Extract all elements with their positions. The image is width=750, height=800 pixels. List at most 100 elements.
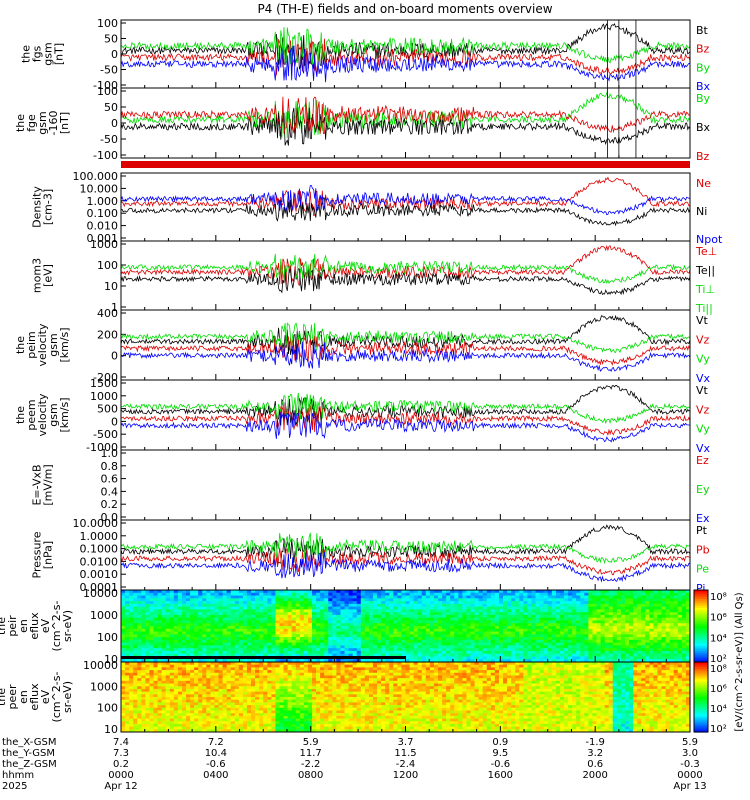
ylabel-line: en bbox=[17, 690, 30, 704]
panel-frame bbox=[120, 379, 691, 451]
series-blue bbox=[121, 185, 690, 216]
ytick-label: -1000 bbox=[86, 441, 118, 454]
ylabel-line: gsm bbox=[47, 403, 60, 426]
ytick-label: 1000 bbox=[90, 609, 118, 622]
ytick-label: 10000 bbox=[83, 659, 118, 672]
legend-ey: Ey bbox=[696, 483, 710, 496]
series-green bbox=[121, 392, 690, 425]
ytick-label: -50 bbox=[100, 64, 118, 77]
panel-frame bbox=[120, 519, 691, 591]
colorbar-cell bbox=[694, 730, 708, 733]
ytick-label: 0.2 bbox=[101, 498, 119, 511]
legend-bz: Bz bbox=[696, 43, 710, 56]
axis-row-value: 7.4 bbox=[113, 737, 129, 748]
colorbar-cell bbox=[694, 606, 708, 609]
colorbar-cell bbox=[694, 663, 708, 667]
ytick-label: 1000 bbox=[90, 390, 118, 403]
series-red bbox=[121, 547, 690, 576]
ylabel-line: peir bbox=[6, 615, 19, 637]
ytick-label: 100 bbox=[97, 17, 118, 30]
ylabel-line: the bbox=[14, 114, 27, 132]
ytick-label: 50 bbox=[104, 101, 118, 114]
legend-vy: Vy bbox=[696, 423, 710, 436]
panel-2-plot bbox=[121, 88, 690, 158]
colorbar-cell bbox=[694, 691, 708, 695]
ylabel-line: gsm bbox=[47, 333, 60, 356]
time-tick: 0000 bbox=[108, 770, 133, 781]
colorbar-cell bbox=[694, 633, 708, 636]
ylabel-line: (cm^2-s- bbox=[50, 672, 63, 723]
ytick-label: 10.0000 bbox=[73, 517, 119, 530]
legend-by: By bbox=[696, 92, 711, 105]
panel-9-ylabel: thepeirenefluxeV(cm^2-s-sr-eV) bbox=[0, 601, 74, 652]
colorbar-cell bbox=[694, 669, 708, 672]
colorbar-cell bbox=[694, 649, 708, 652]
legend-bz: Bz bbox=[696, 150, 710, 163]
colorbar-cell bbox=[694, 702, 708, 705]
legend-pb: Pb bbox=[696, 543, 710, 556]
panel-1-plot bbox=[121, 20, 690, 88]
panel-8-ylabel: Pressure[nPa] bbox=[31, 531, 55, 578]
axis-row-value: -2.2 bbox=[301, 759, 321, 770]
ytick-label: 0.6 bbox=[101, 473, 119, 486]
colorbar-cell bbox=[694, 593, 708, 596]
ytick-label: 0 bbox=[111, 48, 118, 61]
ylabel-line: gsm bbox=[42, 42, 55, 65]
time-tick: 0400 bbox=[203, 770, 228, 781]
ytick-label: -50 bbox=[100, 133, 118, 146]
series-black bbox=[121, 197, 690, 227]
axis-row-value: -0.6 bbox=[206, 759, 226, 770]
legend-pt: Pt bbox=[696, 524, 708, 537]
ylabel-line: [km/s] bbox=[58, 327, 71, 362]
legend-ni: Ni bbox=[696, 205, 707, 218]
panel-3: Density[cm-3] 100.00010.0001.0000.1000.01… bbox=[31, 170, 723, 246]
colorbar-cell bbox=[694, 656, 708, 659]
colorbar-tick: 10⁸ bbox=[710, 664, 727, 675]
series-black bbox=[121, 22, 690, 70]
ylabel-line: the bbox=[0, 617, 8, 635]
time-axis: the_X-GSM 7.4 7.2 5.9 3.7 0.9 -1.9 5.9 the_Y-GSM… bbox=[2, 737, 707, 792]
colorbar-cell bbox=[694, 609, 708, 613]
legend-pi: Pi bbox=[696, 582, 705, 595]
colorbar-cell bbox=[694, 651, 708, 654]
axis-row-value: 3.0 bbox=[682, 748, 698, 759]
colorbar-cell bbox=[694, 615, 708, 618]
legend-te||: Te|| bbox=[695, 264, 715, 277]
time-tick: 0000 bbox=[677, 770, 702, 781]
panel-frame bbox=[120, 449, 691, 521]
series-black bbox=[121, 524, 690, 566]
axis-row-label: the_Z-GSM bbox=[2, 759, 57, 770]
colorbar-cell bbox=[694, 712, 708, 716]
legend-vt: Vt bbox=[696, 384, 709, 397]
series-green bbox=[121, 253, 690, 285]
ytick-label: 100 bbox=[97, 631, 118, 644]
ytick-label: 0.100 bbox=[87, 207, 119, 220]
panel-10-plot bbox=[121, 662, 690, 732]
legend-pe: Pe bbox=[696, 563, 709, 576]
ytick-label: 100 bbox=[97, 259, 118, 272]
legend-ex: Ex bbox=[696, 512, 710, 525]
colorbar-cell bbox=[694, 627, 708, 631]
colorbar-cell bbox=[694, 645, 708, 649]
series-red bbox=[121, 335, 690, 366]
colorbar-cell bbox=[694, 681, 708, 684]
colorbar-tick: 10² bbox=[710, 724, 727, 735]
axis-row-value: -1.9 bbox=[585, 737, 605, 748]
ytick-label: 100 bbox=[97, 702, 118, 715]
ytick-label: 10 bbox=[104, 653, 118, 666]
series-black bbox=[121, 107, 690, 146]
ytick-label: 100.000 bbox=[73, 170, 119, 183]
legend-vx: Vx bbox=[696, 372, 711, 385]
ytick-label: 500 bbox=[97, 403, 118, 416]
axis-row-value: 0.6 bbox=[587, 759, 603, 770]
ytick-label: 1.0000 bbox=[80, 530, 119, 543]
ylabel-line: fgs bbox=[31, 45, 44, 62]
legend-vz: Vz bbox=[696, 333, 710, 346]
colorbar-cell bbox=[694, 622, 708, 625]
colorbar-cell bbox=[694, 611, 708, 614]
colorbar-cell bbox=[694, 624, 708, 627]
ytick-label: 0.0001 bbox=[80, 581, 119, 594]
ylabel-line: Density bbox=[31, 186, 44, 228]
